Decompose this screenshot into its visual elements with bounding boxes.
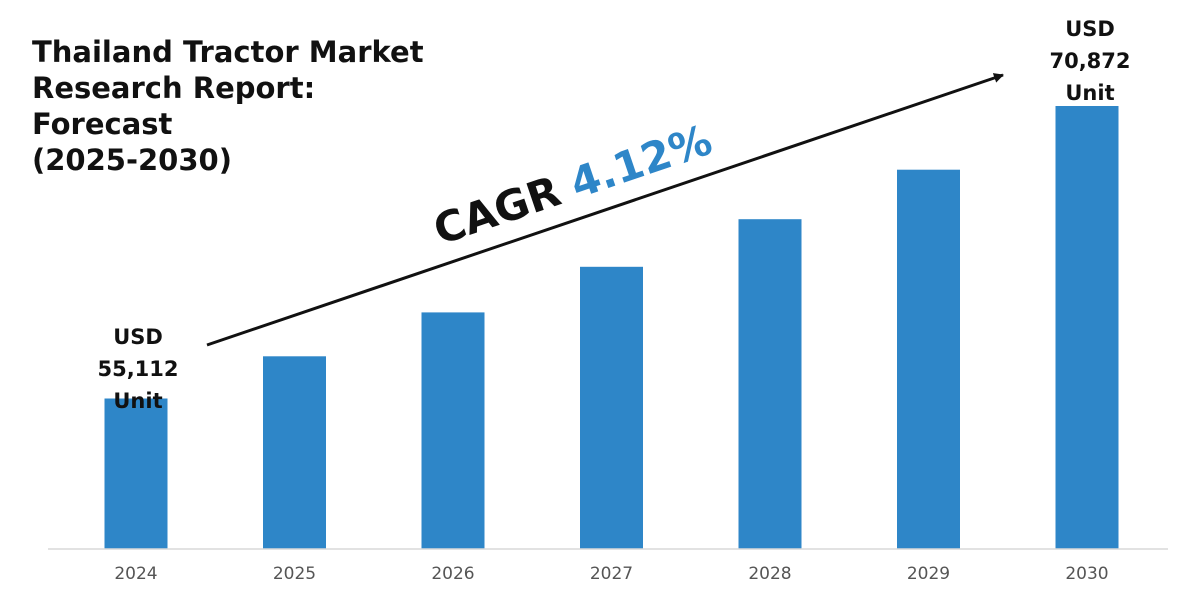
x-tick-label: 2030 [1065, 564, 1108, 584]
start-value-label: USD 55,112 Unit [97, 325, 178, 413]
bar-2030 [1055, 106, 1119, 549]
x-tick-label: 2028 [748, 564, 791, 584]
bar-2028 [738, 219, 802, 549]
chart-title: Thailand Tractor Market Research Report:… [32, 34, 452, 178]
bar-2027 [580, 266, 643, 549]
end-label-line-1: USD [1065, 17, 1115, 41]
growth-arrow [206, 73, 1004, 347]
cagr-label: CAGR [427, 166, 566, 254]
end-label-line-3: Unit [1065, 81, 1114, 105]
start-label-line-3: Unit [113, 389, 162, 413]
x-axis-ticks: 2024 2025 2026 2027 2028 2029 2030 [114, 564, 1108, 584]
cagr-annotation: CAGR4.12% [427, 115, 717, 254]
bars-group [104, 106, 1119, 549]
x-tick-label: 2026 [431, 564, 474, 584]
bar-2029 [897, 169, 960, 549]
start-label-line-1: USD [113, 325, 163, 349]
chart-title-line-1: Thailand Tractor Market [32, 35, 424, 69]
x-tick-label: 2025 [273, 564, 316, 584]
start-label-line-2: 55,112 [97, 357, 178, 381]
chart-title-line-3: (2025-2030) [32, 143, 232, 177]
end-label-line-2: 70,872 [1049, 49, 1130, 73]
bar-2025 [263, 356, 326, 549]
bar-2024 [104, 398, 168, 549]
chart-title-line-2: Research Report: Forecast [32, 71, 316, 141]
x-tick-label: 2029 [907, 564, 950, 584]
end-value-label: USD 70,872 Unit [1049, 17, 1130, 105]
bar-2026 [421, 312, 485, 549]
x-tick-label: 2024 [114, 564, 157, 584]
x-tick-label: 2027 [590, 564, 633, 584]
cagr-value: 4.12% [564, 115, 718, 208]
